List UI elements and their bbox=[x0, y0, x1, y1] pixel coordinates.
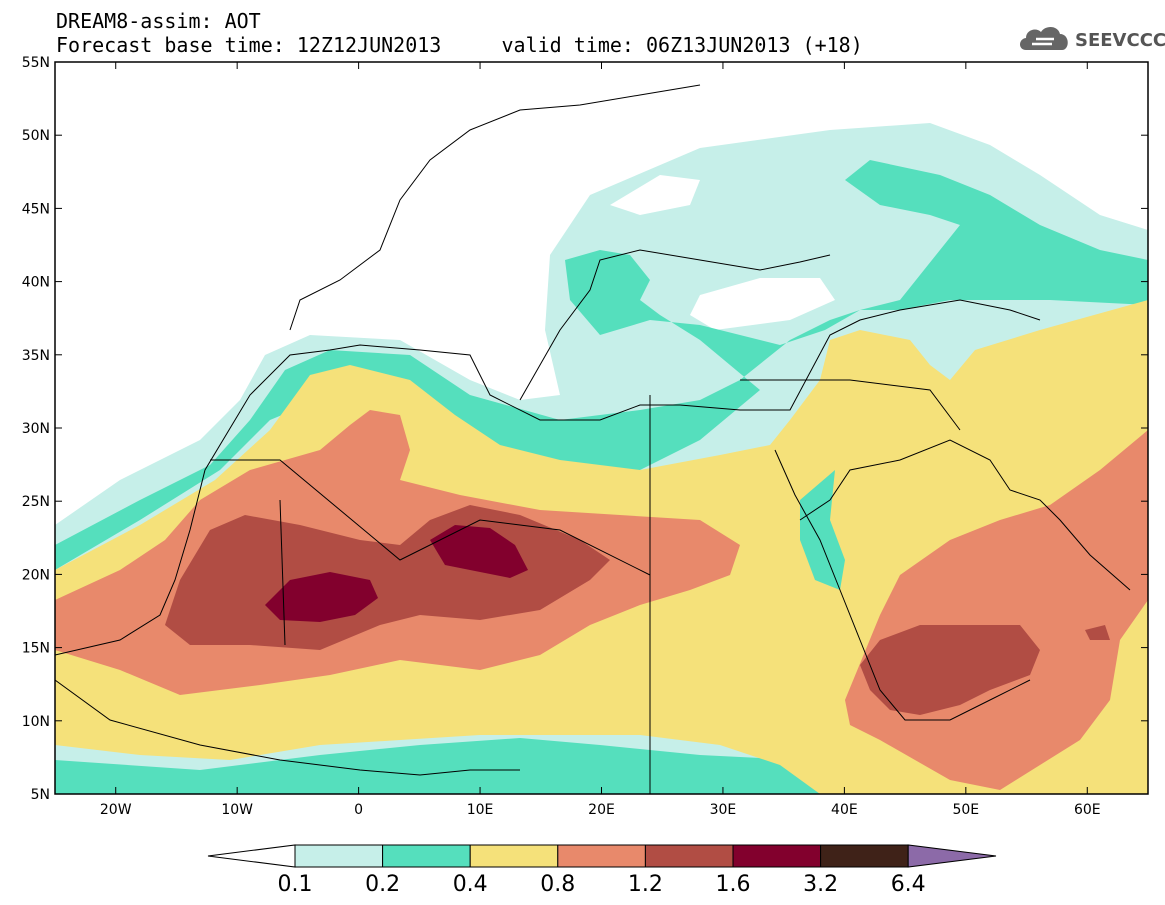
colorbar-under-triangle bbox=[207, 844, 296, 868]
map-title: DREAM8-assim: AOT bbox=[56, 9, 261, 33]
lat-label: 40N bbox=[22, 275, 50, 291]
colorbar-swatch bbox=[557, 844, 646, 868]
colorbar-label: 0.1 bbox=[278, 872, 313, 897]
lon-label: 10E bbox=[467, 802, 494, 818]
colorbar-swatch bbox=[820, 844, 909, 868]
cloud-icon bbox=[1020, 26, 1068, 50]
map-subtitle: Forecast base time: 12Z12JUN2013 valid t… bbox=[56, 33, 863, 57]
aot-band-1.6-b bbox=[430, 525, 528, 578]
logo-text: SEEVCCC bbox=[1075, 30, 1165, 51]
colorbar-label: 0.2 bbox=[365, 872, 400, 897]
lon-label: 50E bbox=[952, 802, 979, 818]
aot-field bbox=[55, 123, 1148, 794]
lat-label: 20N bbox=[22, 567, 50, 583]
colorbar-label: 3.2 bbox=[803, 872, 838, 897]
lon-label: 60E bbox=[1074, 802, 1101, 818]
lat-label: 45N bbox=[22, 201, 50, 217]
lon-label: 0 bbox=[354, 802, 363, 818]
lat-label: 5N bbox=[31, 787, 50, 803]
aot-band-1.2-dot bbox=[1085, 625, 1110, 640]
colorbar bbox=[207, 844, 997, 868]
lat-label: 30N bbox=[22, 421, 50, 437]
lat-labels: 55N 50N 45N 40N 35N 30N 25N 20N 15N 10N 5N bbox=[22, 55, 50, 803]
aot-band-0.4-mid bbox=[800, 470, 845, 590]
lon-label: 10W bbox=[221, 802, 253, 818]
colorbar-swatch bbox=[469, 844, 559, 868]
colorbar-swatch bbox=[732, 844, 822, 868]
colorbar-label: 6.4 bbox=[891, 872, 926, 897]
colorbar-label: 0.4 bbox=[453, 872, 488, 897]
lon-ticks bbox=[115, 62, 1088, 794]
lon-label: 30E bbox=[710, 802, 737, 818]
colorbar-swatch bbox=[294, 844, 384, 868]
lat-label: 25N bbox=[22, 494, 50, 510]
aot-band-0.1-hole-2 bbox=[690, 278, 835, 330]
aot-band-1.6 bbox=[265, 572, 378, 622]
lat-label: 55N bbox=[22, 55, 50, 71]
colorbar-label: 1.2 bbox=[628, 872, 663, 897]
aot-band-0.2-south bbox=[55, 738, 830, 794]
colorbar-over-triangle bbox=[907, 844, 997, 868]
lon-label: 20W bbox=[100, 802, 132, 818]
lat-label: 50N bbox=[22, 128, 50, 144]
aot-band-0.1-hole bbox=[610, 175, 700, 215]
lon-label: 20E bbox=[588, 802, 615, 818]
colorbar-label: 1.6 bbox=[716, 872, 751, 897]
lat-ticks bbox=[55, 61, 1148, 795]
lon-label: 40E bbox=[831, 802, 858, 818]
colorbar-label: 0.8 bbox=[540, 872, 575, 897]
colorbar-swatch bbox=[382, 844, 471, 868]
colorbar-labels: 0.1 0.2 0.4 0.8 1.2 1.6 3.2 6.4 bbox=[278, 872, 926, 897]
lat-label: 15N bbox=[22, 641, 50, 657]
lat-label: 35N bbox=[22, 348, 50, 364]
aot-band-1.2-east bbox=[860, 625, 1040, 715]
lat-label: 10N bbox=[22, 714, 50, 730]
colorbar-swatch bbox=[644, 844, 734, 868]
lon-labels: 20W 10W 0 10E 20E 30E 40E 50E 60E bbox=[100, 802, 1101, 818]
coastlines bbox=[55, 84, 1131, 794]
